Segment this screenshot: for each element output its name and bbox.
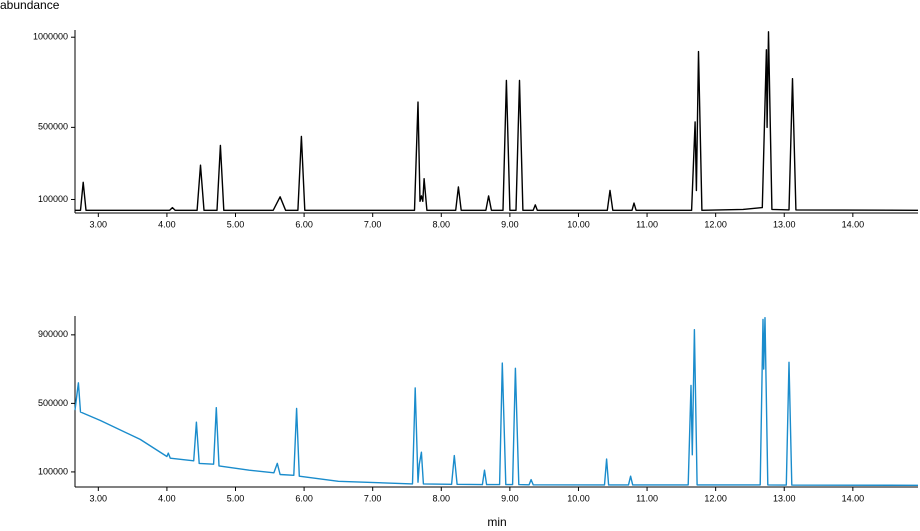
x-tick-label: 4.00	[158, 219, 176, 229]
x-tick-label: 5.00	[227, 493, 245, 503]
x-tick-label: 14.00	[842, 493, 865, 503]
x-tick-label: 12.00	[704, 493, 727, 503]
x-tick-label: 8.00	[433, 493, 451, 503]
x-tick-label: 11.00	[636, 493, 658, 503]
x-tick-label: 5.00	[227, 219, 245, 229]
y-axis-label: abundance	[0, 0, 60, 12]
x-tick-label: 8.00	[433, 219, 451, 229]
x-tick-label: 9.00	[501, 219, 519, 229]
x-tick-label: 9.00	[501, 493, 519, 503]
x-tick-label: 7.00	[364, 493, 382, 503]
x-tick-label: 14.00	[842, 219, 865, 229]
chromatogram-trace	[74, 317, 919, 486]
x-tick-label: 13.00	[773, 493, 796, 503]
y-tick-label: 500000	[38, 122, 68, 132]
x-tick-label: 6.00	[295, 219, 313, 229]
y-tick-label: 1000000	[33, 32, 68, 42]
x-tick-label: 3.00	[90, 219, 108, 229]
x-tick-label: 7.00	[364, 219, 382, 229]
x-tick-label: 12.00	[704, 219, 727, 229]
x-tick-label: 11.00	[636, 219, 658, 229]
x-tick-label: 10.00	[567, 493, 590, 503]
y-tick-label: 100000	[38, 194, 68, 204]
chromatogram-trace	[75, 31, 919, 211]
y-tick-label: 500000	[38, 398, 68, 408]
x-tick-label: 3.00	[90, 493, 108, 503]
x-tick-label: 13.00	[773, 219, 796, 229]
x-tick-label: 6.00	[295, 493, 313, 503]
x-tick-label: 4.00	[158, 493, 176, 503]
y-tick-label: 100000	[38, 466, 68, 476]
x-tick-label: 10.00	[567, 219, 590, 229]
y-tick-label: 900000	[38, 329, 68, 339]
x-axis-label: min	[487, 515, 506, 529]
